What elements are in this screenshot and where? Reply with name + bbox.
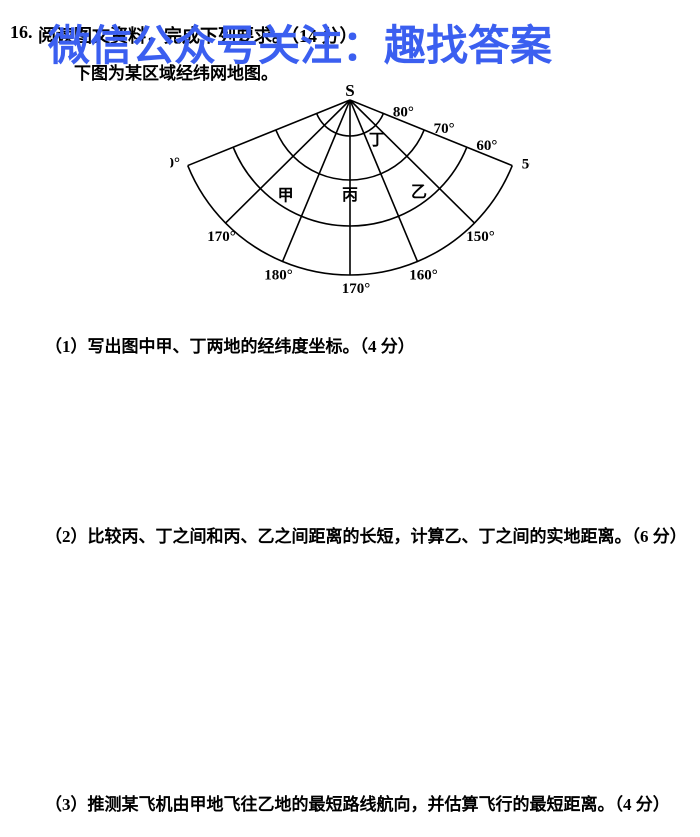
subquestion-2: （2）比较丙、丁之间和丙、乙之间距离的长短，计算乙、丁之间的实地距离。（6 分）: [45, 522, 687, 547]
svg-text:丁: 丁: [369, 132, 385, 149]
svg-text:160°: 160°: [170, 156, 180, 172]
svg-text:70°: 70°: [434, 121, 455, 137]
svg-text:160°: 160°: [409, 267, 438, 283]
figure-description: 下图为某区域经纬网地图。: [74, 59, 278, 84]
svg-text:180°: 180°: [264, 267, 293, 283]
svg-text:60°: 60°: [476, 138, 497, 154]
svg-text:乙: 乙: [411, 184, 427, 201]
exam-page: 16. 阅读图文资料，完成下列要求。（14 分） 微信公众号关注：趣找答案 下图…: [0, 0, 700, 837]
subquestion-1: （1）写出图中甲、丁两地的经纬度坐标。（4 分）: [45, 332, 415, 357]
svg-text:150°: 150°: [466, 229, 495, 245]
svg-text:80°: 80°: [393, 104, 414, 120]
svg-text:50°: 50°: [522, 157, 530, 173]
svg-text:丙: 丙: [342, 186, 358, 204]
svg-text:170°: 170°: [207, 229, 236, 245]
svg-text:甲: 甲: [278, 186, 294, 204]
svg-text:S: S: [345, 82, 354, 100]
lat-lon-figure: S 80° 70° 60° 50° 160° 170° 180° 170° 160° 150° 丁丙 甲…: [170, 82, 530, 307]
question-number: 16.: [10, 22, 33, 43]
svg-text:170°: 170°: [342, 281, 371, 297]
subquestion-3: （3）推测某飞机由甲地飞往乙地的最短路线航向，并估算飞行的最短距离。（4 分）: [45, 790, 670, 815]
